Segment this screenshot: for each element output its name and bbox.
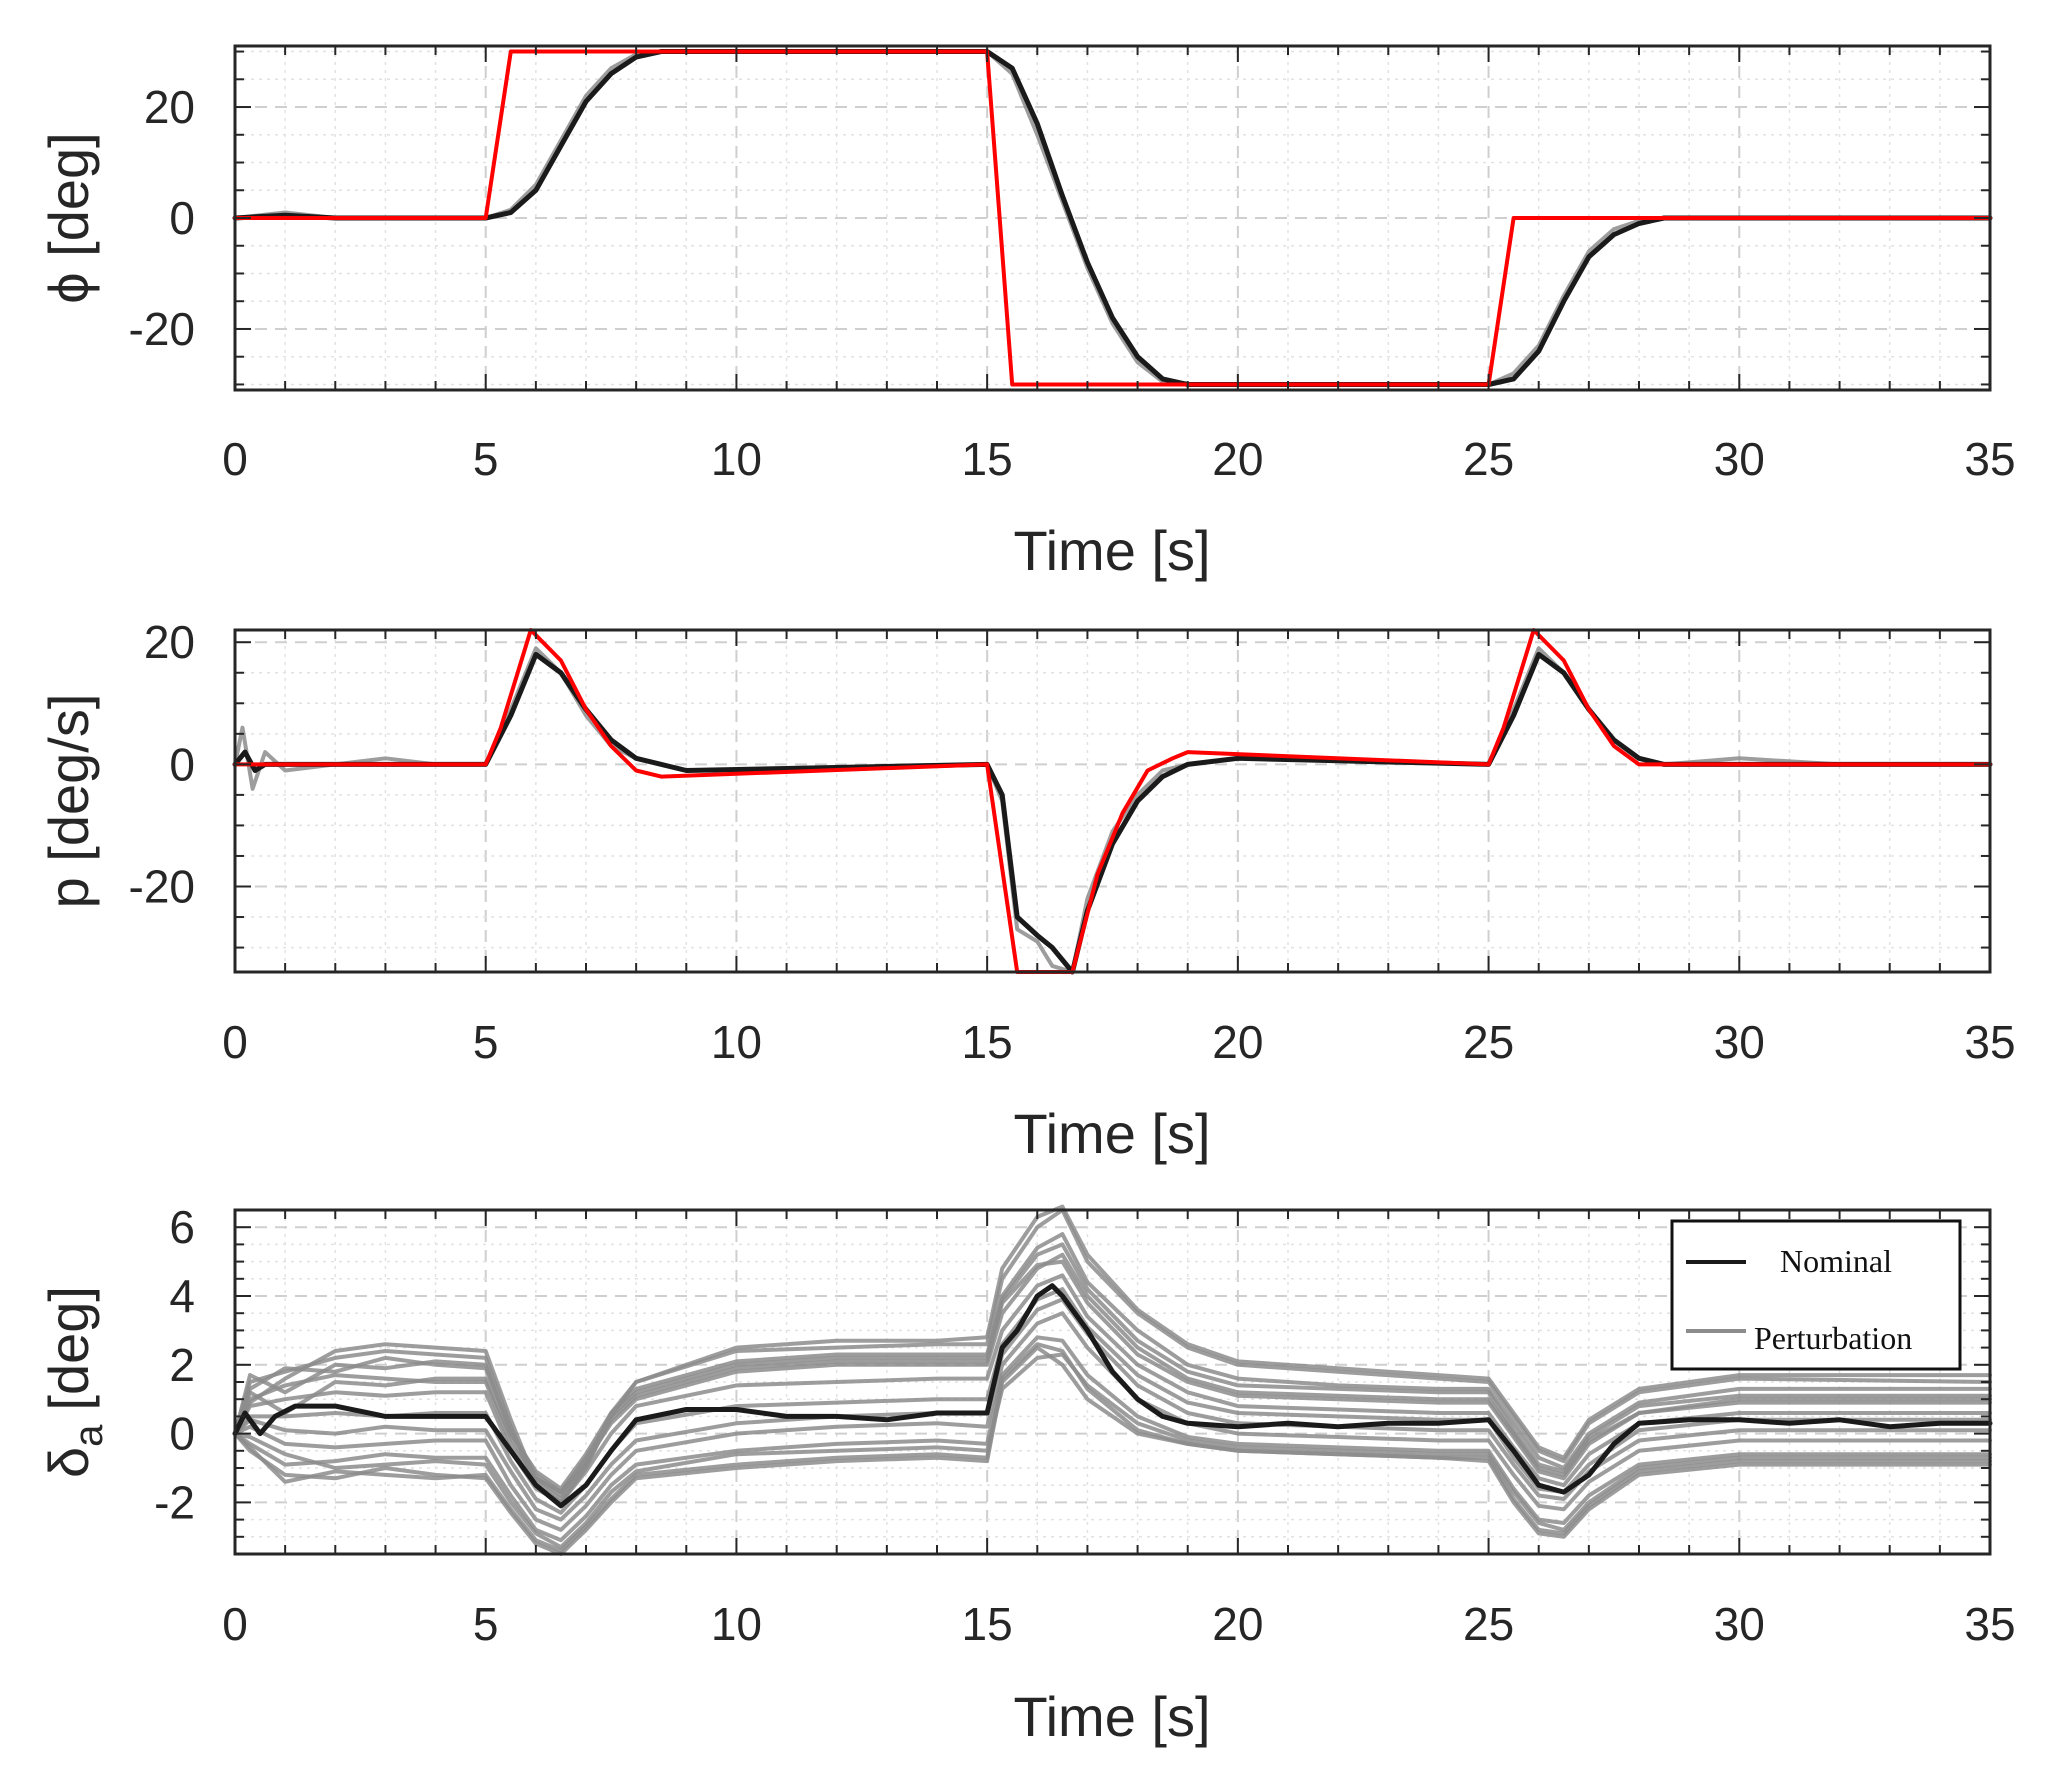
aileron-series-perturbation-11 [233, 1204, 1992, 1501]
rate-ylabel: p [deg/s] [37, 694, 100, 909]
legend-label-nominal: Nominal [1780, 1243, 1892, 1279]
roll-ytick-label: 0 [169, 192, 195, 244]
rate-xtick-label: 25 [1463, 1016, 1514, 1068]
rate-xtick-label: 20 [1212, 1016, 1263, 1068]
rate-xtick-label: 30 [1714, 1016, 1765, 1068]
chart-rate: 0 5 10 15 20 25 30 35 20 0 -20 Time [s] p [deg/s] [37, 616, 2016, 1165]
legend-box [1670, 1219, 1962, 1371]
aileron-xtick-label: 30 [1714, 1598, 1765, 1650]
rate-xtick-label: 15 [962, 1016, 1013, 1068]
aileron-ytick-label: 6 [169, 1201, 195, 1253]
aileron-series [232, 1204, 1993, 1556]
roll-xtick-label: 25 [1463, 433, 1514, 485]
legend: Nominal Perturbation [1670, 1219, 1962, 1371]
roll-ticks: 0 5 10 15 20 25 30 35 20 0 -20 [129, 46, 2016, 485]
aileron-series-perturbation-14 [233, 1342, 1992, 1553]
chart-roll: 0 5 10 15 20 25 30 35 20 0 -20 Time [s] ϕ [deg] [37, 44, 2016, 582]
rate-ytick-label: 20 [144, 616, 195, 668]
roll-xtick-label: 35 [1964, 433, 2015, 485]
aileron-ytick-label: 2 [169, 1339, 195, 1391]
roll-ylabel: ϕ [deg] [37, 132, 100, 303]
aileron-xlabel: Time [s] [1013, 1685, 1210, 1748]
roll-xtick-label: 30 [1714, 433, 1765, 485]
aileron-ylabel: δa [deg] [37, 1286, 111, 1478]
roll-xtick-label: 15 [962, 433, 1013, 485]
roll-xtick-label: 20 [1212, 433, 1263, 485]
rate-ytick-label: -20 [129, 861, 195, 913]
aileron-xtick-label: 25 [1463, 1598, 1514, 1650]
aileron-ytick-label: 4 [169, 1270, 195, 1322]
rate-series-perturbation-2 [233, 646, 1992, 974]
aileron-ytick-label: -2 [154, 1476, 195, 1528]
aileron-xtick-label: 35 [1964, 1598, 2015, 1650]
rate-xlabel: Time [s] [1013, 1102, 1210, 1165]
roll-ytick-label: -20 [129, 303, 195, 355]
roll-xtick-label: 0 [222, 433, 248, 485]
rate-axes-box [233, 628, 1992, 974]
rate-grid [234, 630, 1991, 972]
legend-label-perturbation: Perturbation [1754, 1320, 1912, 1356]
aileron-xtick-label: 10 [711, 1598, 762, 1650]
rate-series [232, 628, 1993, 975]
aileron-series-nominal [232, 1283, 1993, 1509]
roll-series-nominal [232, 49, 1993, 387]
aileron-ylabel-sub: a [67, 1424, 111, 1447]
roll-xtick-label: 5 [473, 433, 499, 485]
roll-ytick-label: 20 [144, 81, 195, 133]
rate-ticks: 0 5 10 15 20 25 30 35 20 0 -20 [129, 616, 2016, 1068]
roll-xtick-label: 10 [711, 433, 762, 485]
aileron-series-perturbation-4 [233, 1311, 1992, 1532]
rate-ytick-label: 0 [169, 738, 195, 790]
rate-xtick-label: 10 [711, 1016, 762, 1068]
rate-xtick-label: 0 [222, 1016, 248, 1068]
aileron-series-perturbation-13 [233, 1242, 1992, 1495]
aileron-xtick-label: 0 [222, 1598, 248, 1650]
aileron-ylabel-unit: [deg] [37, 1286, 100, 1411]
aileron-xtick-label: 15 [962, 1598, 1013, 1650]
roll-series-reference [233, 49, 1992, 387]
rate-xtick-label: 35 [1964, 1016, 2015, 1068]
aileron-xtick-label: 5 [473, 1598, 499, 1650]
aileron-xtick-label: 20 [1212, 1598, 1263, 1650]
aileron-ylabel-symbol: δ [37, 1447, 100, 1478]
rate-series-nominal [232, 651, 1993, 975]
rate-series-reference [233, 628, 1992, 974]
aileron-ytick-label: 0 [169, 1408, 195, 1460]
aileron-series-perturbation-7 [233, 1273, 1992, 1505]
roll-xlabel: Time [s] [1013, 519, 1210, 582]
roll-grid [234, 46, 1991, 390]
rate-xtick-label: 5 [473, 1016, 499, 1068]
roll-series [232, 49, 1993, 387]
